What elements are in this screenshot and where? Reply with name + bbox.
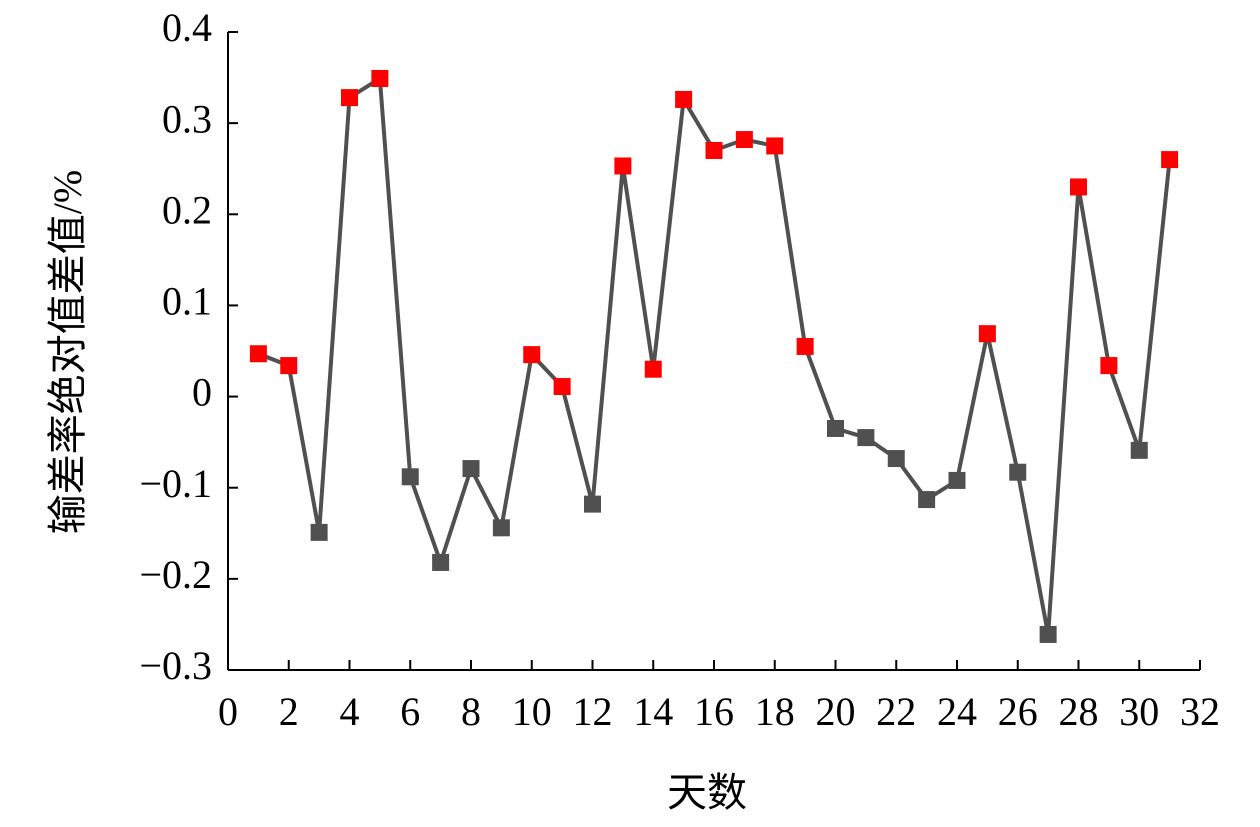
data-point [371, 69, 389, 87]
y-tick-label: −0.3 [139, 643, 212, 688]
data-point [675, 90, 693, 108]
data-point [1039, 625, 1057, 643]
x-tick-label: 0 [218, 689, 238, 734]
data-point [1130, 441, 1148, 459]
data-point [341, 89, 358, 107]
data-point [401, 468, 419, 486]
x-tick-label: 8 [461, 689, 481, 734]
x-axis-label: 天数 [667, 770, 747, 815]
y-tick-label: 0.3 [162, 96, 212, 141]
x-tick-label: 28 [1059, 689, 1099, 734]
x-tick-label: 10 [512, 689, 552, 734]
data-point [887, 450, 905, 468]
data-point [249, 345, 267, 363]
data-point [857, 429, 875, 447]
data-point [827, 419, 844, 437]
x-tick-label: 22 [876, 689, 916, 734]
data-point [280, 357, 298, 375]
y-tick-label: 0.1 [162, 279, 212, 324]
x-tick-label: 12 [573, 689, 613, 734]
data-point [523, 346, 541, 364]
x-tick-label: 16 [694, 689, 734, 734]
x-tick-label: 24 [937, 689, 977, 734]
x-tick-label: 30 [1119, 689, 1159, 734]
x-tick-label: 14 [633, 689, 673, 734]
data-point [735, 131, 753, 149]
y-tick-label: 0.4 [162, 5, 212, 50]
data-point [796, 337, 814, 355]
data-point [918, 491, 936, 509]
x-tick-label: 20 [816, 689, 856, 734]
y-tick-label: −0.1 [139, 461, 212, 506]
x-tick-label: 4 [340, 689, 360, 734]
data-point [1100, 357, 1118, 375]
y-axis-label: 输差率绝对值差值/% [45, 170, 90, 534]
data-point [1070, 178, 1087, 196]
data-point [978, 325, 996, 343]
x-tick-label: 6 [400, 689, 420, 734]
data-point [584, 495, 601, 513]
data-point [1009, 463, 1027, 481]
data-line [257, 75, 1172, 635]
x-tick-label: 32 [1180, 689, 1220, 734]
data-point [432, 553, 450, 571]
data-point [644, 360, 662, 378]
data-point [1161, 151, 1179, 169]
data-point [614, 157, 632, 175]
data-point [492, 519, 510, 537]
y-tick-label: −0.2 [139, 552, 212, 597]
data-point [553, 378, 571, 396]
x-tick-label: 26 [998, 689, 1038, 734]
data-point [310, 523, 328, 541]
y-tick-label: 0.2 [162, 187, 212, 232]
data-point [705, 141, 723, 159]
y-tick-label: 0 [192, 370, 212, 415]
data-point [766, 137, 784, 155]
data-point [462, 460, 480, 478]
x-tick-label: 2 [279, 689, 299, 734]
x-tick-label: 18 [755, 689, 795, 734]
data-point [948, 471, 966, 489]
